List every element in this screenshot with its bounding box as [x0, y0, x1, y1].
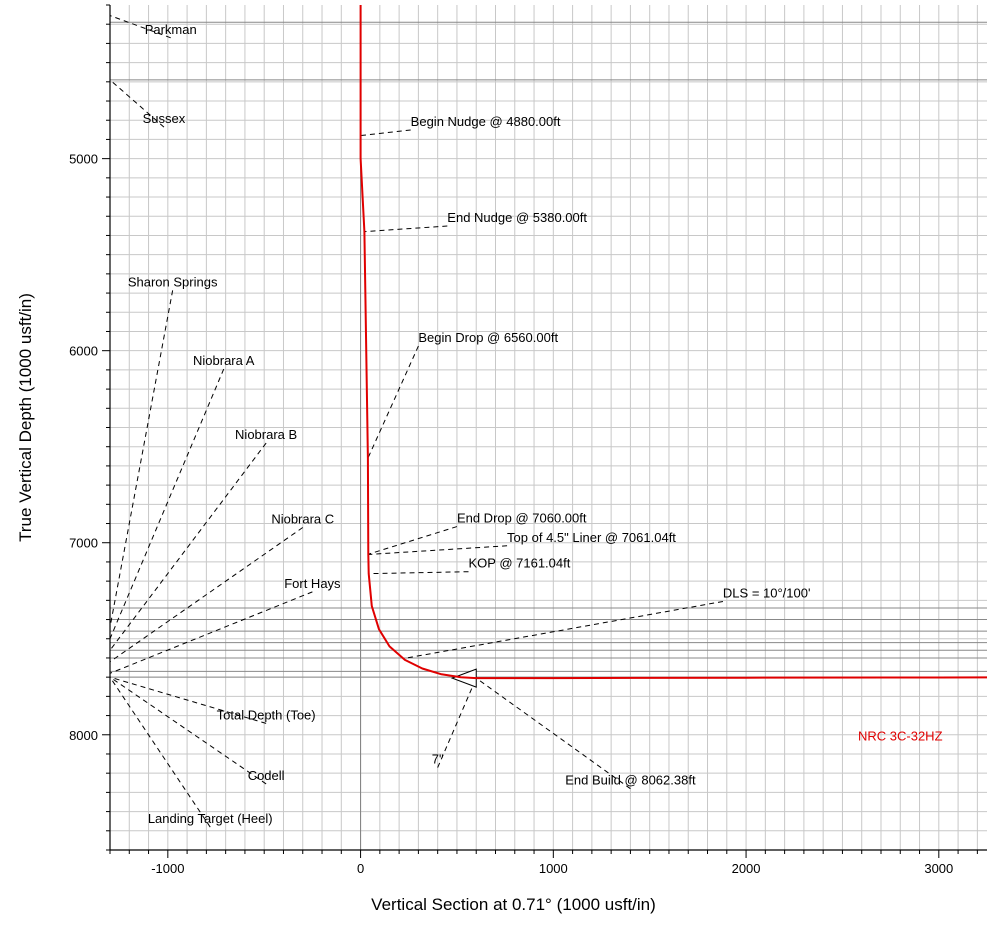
y-tick-label: 8000: [69, 728, 98, 743]
annotation-leader: [109, 15, 171, 39]
annotation-label: End Nudge @ 5380.00ft: [447, 210, 587, 225]
annotation-label: Niobrara B: [235, 427, 297, 442]
annotation-leader: [109, 290, 174, 628]
annotation-label: Codell: [248, 768, 285, 783]
annotation-leader: [367, 345, 419, 459]
series-layer: [359, 5, 987, 688]
annotation-leader: [360, 129, 411, 137]
axes: [102, 4, 987, 858]
annotation-label: 7": [432, 752, 444, 767]
y-axis-title: True Vertical Depth (1000 usft/in): [16, 293, 35, 542]
annotation-label: Parkman: [145, 22, 197, 37]
annotation-label: Niobrara A: [193, 353, 255, 368]
annotation-label: Niobrara C: [271, 512, 334, 527]
y-tick-label: 5000: [69, 152, 98, 167]
annotation-leader: [109, 591, 313, 674]
annotation-label: Total Depth (Toe): [217, 707, 316, 722]
x-tick-label: 3000: [924, 861, 953, 876]
well-path-line: [359, 5, 987, 680]
annotation-label: Top of 4.5" Liner @ 7061.04ft: [507, 530, 676, 545]
x-axis-title: Vertical Section at 0.71° (1000 usft/in): [371, 895, 656, 914]
annotation-leader: [109, 676, 267, 785]
annotation-leader: [109, 676, 211, 828]
annotation-label: Begin Nudge @ 4880.00ft: [411, 114, 561, 129]
y-tick-label: 6000: [69, 344, 98, 359]
annotation-label: KOP @ 7161.04ft: [469, 556, 571, 571]
annotation-leader: [109, 527, 304, 663]
annotation-leader: [109, 676, 267, 724]
annotation-leader: [368, 571, 469, 575]
annotation-leader: [437, 677, 477, 768]
annotation-labels: Parkman Sussex Sharon Springs Niobrara A Nio…: [128, 22, 811, 826]
annotation-leaders: [109, 15, 724, 828]
annotation-leader: [368, 526, 458, 555]
annotation-leader: [109, 79, 165, 128]
annotation-label: Begin Drop @ 6560.00ft: [418, 330, 558, 345]
annotation-leader: [109, 368, 225, 639]
annotation-label: DLS = 10°/100': [723, 585, 811, 600]
y-tick-label: 7000: [69, 536, 98, 551]
x-tick-label: -1000: [151, 861, 184, 876]
annotation-leader: [364, 225, 448, 233]
annotation-label: Sussex: [143, 111, 186, 126]
annotation-label: Landing Target (Heel): [148, 811, 273, 826]
x-tick-label: 0: [357, 861, 364, 876]
annotation-label: End Drop @ 7060.00ft: [457, 511, 587, 526]
formation-lines: [110, 21, 987, 678]
x-tick-label: 1000: [539, 861, 568, 876]
annotation-label: Sharon Springs: [128, 274, 218, 289]
tick-labels: -1000 0 1000 2000 3000 5000 6000 7000 8000: [69, 152, 953, 876]
annotation-leader: [475, 677, 631, 790]
annotation-leader: [109, 442, 267, 651]
well-name-label: NRC 3C-32HZ: [858, 729, 943, 744]
annotation-label: Fort Hays: [284, 576, 341, 591]
grid-layer: [110, 5, 987, 850]
annotation-label: End Build @ 8062.38ft: [565, 773, 696, 788]
annotation-leader: [406, 600, 724, 659]
x-tick-label: 2000: [732, 861, 761, 876]
